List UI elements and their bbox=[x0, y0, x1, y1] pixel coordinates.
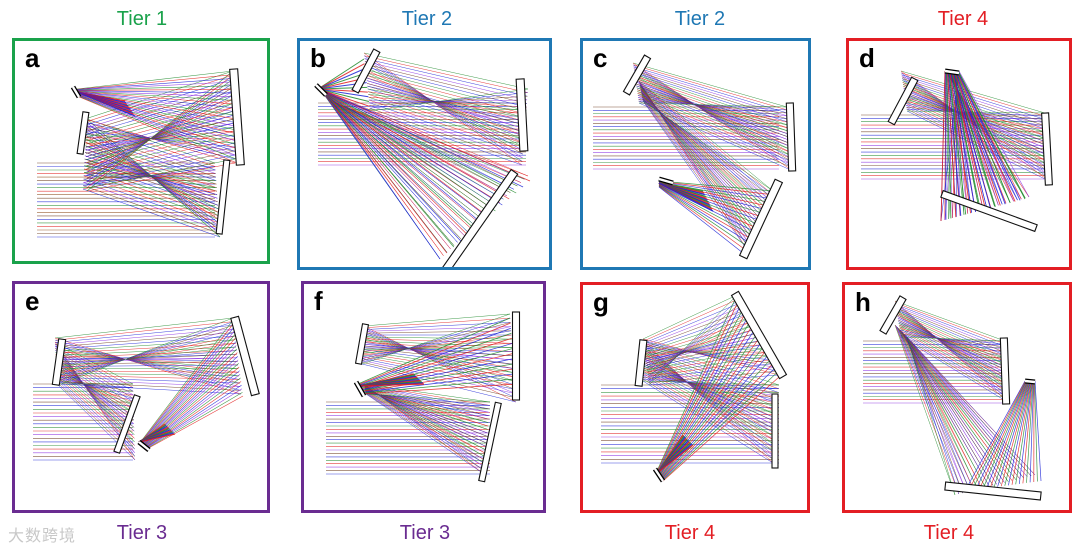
mirror-h-3 bbox=[945, 482, 1041, 500]
mirror-a-2 bbox=[216, 160, 230, 234]
design-panel-e: e bbox=[12, 281, 270, 513]
ray-trace-b bbox=[300, 41, 549, 267]
panel-letter-a: a bbox=[25, 45, 39, 71]
design-panel-g: g bbox=[580, 282, 810, 513]
design-panel-b: b bbox=[297, 38, 552, 270]
panel-letter-b: b bbox=[310, 45, 326, 71]
mirror-e-2 bbox=[231, 316, 259, 395]
panel-letter-e: e bbox=[25, 288, 39, 314]
grating-h bbox=[1025, 381, 1035, 382]
tier-label-h: Tier 4 bbox=[829, 523, 1069, 543]
design-panel-d: d bbox=[846, 38, 1072, 270]
panel-letter-f: f bbox=[314, 288, 323, 314]
design-panel-a: a bbox=[12, 38, 270, 264]
ray-trace-h bbox=[845, 285, 1069, 510]
panel-letter-c: c bbox=[593, 45, 607, 71]
ray-trace-c bbox=[583, 41, 808, 267]
panel-letter-g: g bbox=[593, 289, 609, 315]
ray-trace-g bbox=[583, 285, 807, 510]
mirror-b-1 bbox=[352, 49, 380, 93]
tier-label-b: Tier 2 bbox=[307, 9, 547, 29]
tier-label-f: Tier 3 bbox=[305, 523, 545, 543]
tier-label-g: Tier 4 bbox=[570, 523, 810, 543]
grating-d bbox=[945, 71, 959, 73]
tier-label-c: Tier 2 bbox=[580, 9, 820, 29]
design-panel-f: f bbox=[301, 281, 546, 513]
mirror-f-2 bbox=[513, 312, 520, 400]
panel-letter-h: h bbox=[855, 289, 871, 315]
mirror-f-1 bbox=[356, 324, 369, 364]
ray-trace-d bbox=[849, 41, 1069, 267]
grating-a bbox=[73, 87, 79, 97]
mirror-d-2 bbox=[1042, 113, 1053, 185]
ray-trace-e bbox=[15, 284, 267, 510]
tier-label-d: Tier 4 bbox=[843, 9, 1080, 29]
ray-trace-a bbox=[15, 41, 267, 261]
design-panel-c: c bbox=[580, 38, 811, 270]
watermark-logo: 大数跨境 bbox=[8, 522, 76, 546]
panel-letter-d: d bbox=[859, 45, 875, 71]
tier-label-a: Tier 1 bbox=[22, 9, 262, 29]
mirror-g-3 bbox=[772, 394, 778, 468]
ray-trace-f bbox=[304, 284, 543, 510]
mirror-c-2 bbox=[786, 103, 795, 171]
design-panel-h: h bbox=[842, 282, 1072, 513]
